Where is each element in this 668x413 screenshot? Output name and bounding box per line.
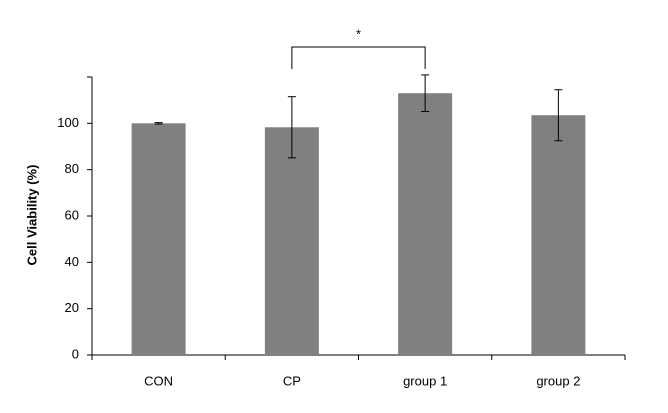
x-tick-label: CON (144, 373, 173, 388)
bar (531, 115, 586, 355)
y-tick-label: 60 (65, 207, 79, 222)
significance-label: * (356, 26, 361, 41)
x-tick-label: group 2 (536, 373, 580, 388)
y-tick-label: 40 (65, 254, 79, 269)
bar (264, 127, 319, 355)
y-tick-label: 0 (72, 346, 79, 361)
bar (131, 123, 186, 355)
y-tick-label: 20 (65, 300, 79, 315)
significance-bracket (291, 46, 426, 69)
x-tick-label: group 1 (403, 373, 447, 388)
x-tick-label: CP (283, 373, 301, 388)
bar (398, 93, 453, 355)
y-axis-label: Cell Viability (%) (24, 165, 39, 266)
y-tick-label: 80 (65, 161, 79, 176)
y-tick-label: 100 (57, 115, 79, 130)
